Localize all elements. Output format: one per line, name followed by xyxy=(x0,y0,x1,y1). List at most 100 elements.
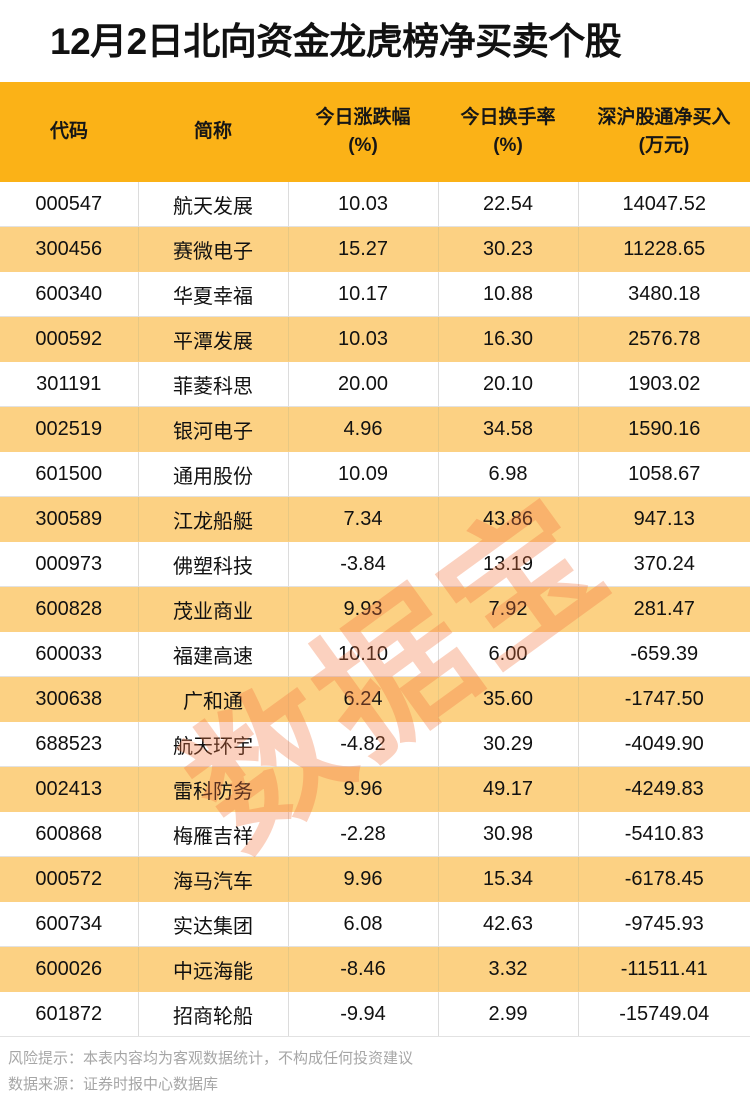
net-buy-cell: 947.13 xyxy=(578,496,750,542)
net-buy-cell: -5410.83 xyxy=(578,811,750,857)
table-row[interactable]: 688523 航天环宇 -4.82 30.29 -4049.90 xyxy=(0,721,750,767)
northbound-flow-table: 代码 简称 今日涨跌幅 (%) 今日换手率 (%) 深沪股通净买入 (万 xyxy=(0,82,750,1037)
net-buy-cell: 281.47 xyxy=(578,586,750,632)
net-buy-cell: 1590.16 xyxy=(578,406,750,452)
stock-name-cell: 招商轮船 xyxy=(138,991,289,1037)
change-pct-cell: 10.10 xyxy=(288,631,439,677)
table-body: 000547 航天发展 10.03 22.54 14047.52 300456 赛微电子 15… xyxy=(0,182,750,1037)
turnover-pct-cell: 10.88 xyxy=(438,271,579,317)
turnover-pct-cell: 43.86 xyxy=(438,496,579,542)
table-row[interactable]: 300638 广和通 6.24 35.60 -1747.50 xyxy=(0,676,750,722)
change-pct-cell: 4.96 xyxy=(288,406,439,452)
table-row[interactable]: 600828 茂业商业 9.93 7.92 281.47 xyxy=(0,586,750,632)
stock-code-cell: 601872 xyxy=(0,991,139,1037)
stock-code-cell: 000973 xyxy=(0,541,139,587)
net-buy-cell: 1903.02 xyxy=(578,361,750,407)
stock-code-cell: 601500 xyxy=(0,451,139,497)
stock-code-cell: 600033 xyxy=(0,631,139,677)
table-row[interactable]: 000592 平潭发展 10.03 16.30 2576.78 xyxy=(0,316,750,362)
stock-name-cell: 平潭发展 xyxy=(138,316,289,362)
stock-code-cell: 002519 xyxy=(0,406,139,452)
table-row[interactable]: 300589 江龙船艇 7.34 43.86 947.13 xyxy=(0,496,750,542)
stock-name-cell: 航天环宇 xyxy=(138,721,289,767)
column-header-net-buy: 深沪股通净买入 (万元) xyxy=(578,82,750,182)
turnover-pct-cell: 35.60 xyxy=(438,676,579,722)
turnover-pct-cell: 7.92 xyxy=(438,586,579,632)
stock-name-cell: 华夏幸福 xyxy=(138,271,289,317)
table-row[interactable]: 002519 银河电子 4.96 34.58 1590.16 xyxy=(0,406,750,452)
change-pct-cell: 9.93 xyxy=(288,586,439,632)
turnover-pct-cell: 6.00 xyxy=(438,631,579,677)
change-pct-cell: 6.08 xyxy=(288,901,439,947)
net-buy-cell: 14047.52 xyxy=(578,182,750,227)
change-pct-cell: -4.82 xyxy=(288,721,439,767)
table-row[interactable]: 000572 海马汽车 9.96 15.34 -6178.45 xyxy=(0,856,750,902)
table-row[interactable]: 600340 华夏幸福 10.17 10.88 3480.18 xyxy=(0,271,750,317)
turnover-pct-cell: 49.17 xyxy=(438,766,579,812)
page-title: 12月2日北向资金龙虎榜净买卖个股 xyxy=(50,20,622,62)
table-row[interactable]: 000973 佛塑科技 -3.84 13.19 370.24 xyxy=(0,541,750,587)
change-pct-cell: 15.27 xyxy=(288,226,439,272)
table-row[interactable]: 600734 实达集团 6.08 42.63 -9745.93 xyxy=(0,901,750,947)
page-title-bar: 12月2日北向资金龙虎榜净买卖个股 xyxy=(0,0,750,82)
change-pct-cell: 7.34 xyxy=(288,496,439,542)
stock-code-cell: 300638 xyxy=(0,676,139,722)
change-pct-cell: 9.96 xyxy=(288,766,439,812)
net-buy-cell: -4049.90 xyxy=(578,721,750,767)
stock-name-cell: 实达集团 xyxy=(138,901,289,947)
column-header-name: 简称 xyxy=(138,82,288,182)
stock-name-cell: 海马汽车 xyxy=(138,856,289,902)
table-row[interactable]: 000547 航天发展 10.03 22.54 14047.52 xyxy=(0,182,750,227)
turnover-pct-cell: 6.98 xyxy=(438,451,579,497)
table-row[interactable]: 600033 福建高速 10.10 6.00 -659.39 xyxy=(0,631,750,677)
change-pct-cell: -3.84 xyxy=(288,541,439,587)
stock-name-cell: 航天发展 xyxy=(138,182,289,227)
stock-name-cell: 雷科防务 xyxy=(138,766,289,812)
table-row[interactable]: 300456 赛微电子 15.27 30.23 11228.65 xyxy=(0,226,750,272)
table-row[interactable]: 301191 菲菱科思 20.00 20.10 1903.02 xyxy=(0,361,750,407)
turnover-pct-cell: 13.19 xyxy=(438,541,579,587)
stock-name-cell: 梅雁吉祥 xyxy=(138,811,289,857)
stock-code-cell: 000592 xyxy=(0,316,139,362)
stock-code-cell: 300456 xyxy=(0,226,139,272)
turnover-pct-cell: 30.98 xyxy=(438,811,579,857)
net-buy-cell: 3480.18 xyxy=(578,271,750,317)
stock-name-cell: 佛塑科技 xyxy=(138,541,289,587)
stock-name-cell: 茂业商业 xyxy=(138,586,289,632)
stock-name-cell: 菲菱科思 xyxy=(138,361,289,407)
net-buy-cell: 370.24 xyxy=(578,541,750,587)
table-row[interactable]: 601500 通用股份 10.09 6.98 1058.67 xyxy=(0,451,750,497)
net-buy-cell: 1058.67 xyxy=(578,451,750,497)
stock-code-cell: 301191 xyxy=(0,361,139,407)
change-pct-cell: 9.96 xyxy=(288,856,439,902)
table-header-row: 代码 简称 今日涨跌幅 (%) 今日换手率 (%) 深沪股通净买入 (万 xyxy=(0,82,750,182)
turnover-pct-cell: 30.23 xyxy=(438,226,579,272)
stock-name-cell: 江龙船艇 xyxy=(138,496,289,542)
change-pct-cell: 10.09 xyxy=(288,451,439,497)
stock-code-cell: 600734 xyxy=(0,901,139,947)
net-buy-cell: -659.39 xyxy=(578,631,750,677)
change-pct-cell: -8.46 xyxy=(288,946,439,992)
turnover-pct-cell: 34.58 xyxy=(438,406,579,452)
stock-code-cell: 600026 xyxy=(0,946,139,992)
table-row[interactable]: 002413 雷科防务 9.96 49.17 -4249.83 xyxy=(0,766,750,812)
net-buy-cell: -15749.04 xyxy=(578,991,750,1037)
table-row[interactable]: 601872 招商轮船 -9.94 2.99 -15749.04 xyxy=(0,991,750,1037)
column-header-change: 今日涨跌幅 (%) xyxy=(288,82,438,182)
column-header-code: 代码 xyxy=(0,82,138,182)
turnover-pct-cell: 20.10 xyxy=(438,361,579,407)
net-buy-cell: 2576.78 xyxy=(578,316,750,362)
stock-code-cell: 000547 xyxy=(0,182,139,227)
table-row[interactable]: 600868 梅雁吉祥 -2.28 30.98 -5410.83 xyxy=(0,811,750,857)
stock-code-cell: 000572 xyxy=(0,856,139,902)
table-row[interactable]: 600026 中远海能 -8.46 3.32 -11511.41 xyxy=(0,946,750,992)
footer: 风险提示：本表内容均为客观数据统计，不构成任何投资建议 数据来源：证券时报中心数… xyxy=(0,1037,750,1098)
net-buy-cell: -9745.93 xyxy=(578,901,750,947)
change-pct-cell: -9.94 xyxy=(288,991,439,1037)
turnover-pct-cell: 16.30 xyxy=(438,316,579,362)
net-buy-cell: -4249.83 xyxy=(578,766,750,812)
footer-risk-note: 风险提示：本表内容均为客观数据统计，不构成任何投资建议 xyxy=(8,1050,414,1067)
stock-name-cell: 赛微电子 xyxy=(138,226,289,272)
column-header-turnover: 今日换手率 (%) xyxy=(438,82,578,182)
change-pct-cell: 6.24 xyxy=(288,676,439,722)
